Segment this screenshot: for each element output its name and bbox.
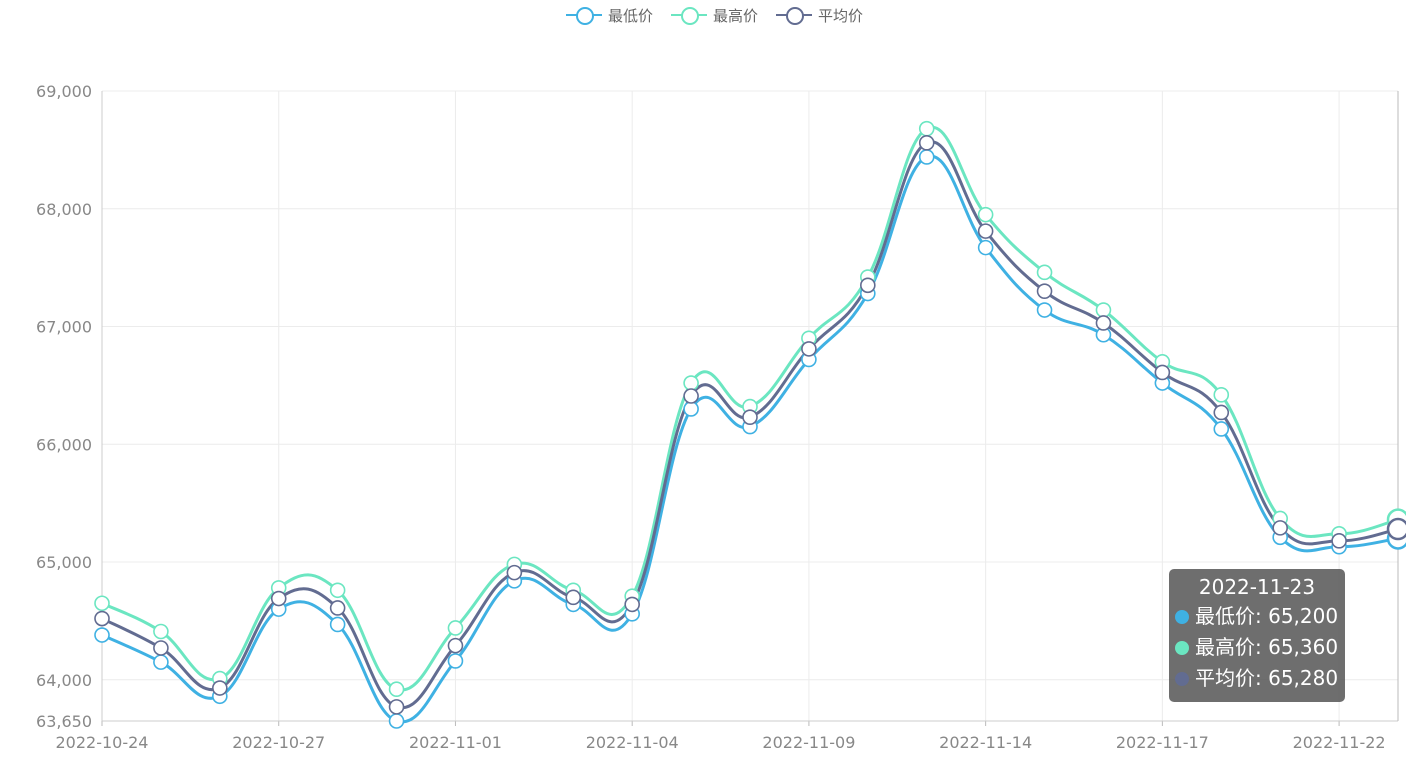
data-point-avg xyxy=(977,223,994,239)
data-point-avg xyxy=(918,135,935,151)
x-tick-label: 2022-11-22 xyxy=(1293,733,1386,752)
data-point-avg xyxy=(683,388,699,404)
data-point-avg xyxy=(1331,533,1347,549)
data-point-min xyxy=(1213,421,1230,437)
data-point-max xyxy=(977,206,994,223)
chart-tooltip: 2022-11-23 最低价: 65,200 最高价: 65,360 平均价: … xyxy=(1169,569,1345,702)
data-point-max xyxy=(1095,302,1112,318)
legend-swatch-min xyxy=(566,4,602,26)
data-point-max xyxy=(1036,264,1053,281)
data-point-min xyxy=(1036,302,1053,318)
tooltip-row-avg: 平均价: 65,280 xyxy=(1169,663,1345,694)
tooltip-value-min: 最低价: 65,200 xyxy=(1195,604,1339,628)
y-tick-label: 69,000 xyxy=(36,82,92,101)
data-point-avg xyxy=(329,600,346,616)
x-tick-label: 2022-11-04 xyxy=(586,733,679,752)
data-point-avg xyxy=(624,596,640,613)
data-point-avg xyxy=(1386,517,1406,541)
data-point-min xyxy=(918,149,935,165)
data-point-avg xyxy=(860,277,876,294)
y-tick-label: 65,000 xyxy=(36,553,92,572)
legend-item-avg[interactable]: 平均价 xyxy=(776,4,863,26)
tooltip-row-min: 最低价: 65,200 xyxy=(1169,601,1345,632)
data-point-max xyxy=(447,620,464,636)
data-point-min xyxy=(388,713,405,729)
data-point-avg xyxy=(388,699,405,715)
tooltip-marker-max xyxy=(1175,640,1189,655)
data-point-min xyxy=(447,653,464,669)
data-point-avg xyxy=(94,610,110,627)
legend-label-avg: 平均价 xyxy=(818,6,864,25)
data-point-max xyxy=(94,595,110,612)
data-point-avg xyxy=(565,589,582,606)
x-tick-label: 2022-11-01 xyxy=(409,733,502,752)
data-point-avg xyxy=(1036,283,1053,299)
legend-swatch-max xyxy=(671,4,708,26)
data-point-avg xyxy=(447,637,464,654)
y-tick-label: 63,650 xyxy=(36,712,92,731)
data-point-max xyxy=(153,623,169,640)
legend-item-max[interactable]: 最高价 xyxy=(671,4,758,26)
data-point-max xyxy=(683,375,699,391)
legend-label-min: 最低价 xyxy=(608,6,654,25)
data-point-avg xyxy=(506,564,523,581)
data-point-min xyxy=(977,239,994,256)
data-point-max xyxy=(388,681,405,698)
tooltip-row-max: 最高价: 65,360 xyxy=(1169,632,1345,663)
legend-swatch-avg xyxy=(776,4,813,26)
data-point-max xyxy=(1213,387,1230,403)
data-point-avg xyxy=(270,590,287,607)
legend-label-max: 最高价 xyxy=(713,6,759,25)
data-point-min xyxy=(683,401,699,417)
y-tick-label: 66,000 xyxy=(36,435,92,454)
data-point-avg xyxy=(212,680,228,696)
x-tick-label: 2022-11-14 xyxy=(939,733,1032,752)
data-point-avg xyxy=(1095,315,1112,331)
data-point-min xyxy=(153,654,169,670)
data-point-avg xyxy=(1154,364,1171,381)
data-point-avg xyxy=(1213,404,1230,421)
y-tick-label: 68,000 xyxy=(36,200,92,219)
x-tick-label: 2022-11-17 xyxy=(1116,733,1209,752)
y-tick-label: 67,000 xyxy=(36,318,92,337)
data-point-max xyxy=(329,582,346,599)
data-point-avg xyxy=(1272,520,1288,536)
y-tick-label: 64,000 xyxy=(36,671,92,690)
data-point-avg xyxy=(153,640,169,656)
tooltip-marker-min xyxy=(1175,609,1189,624)
data-point-min xyxy=(329,616,346,633)
data-point-min xyxy=(94,627,110,643)
data-point-max xyxy=(918,120,935,137)
x-tick-label: 2022-10-24 xyxy=(56,733,149,752)
tooltip-marker-avg xyxy=(1175,671,1189,686)
data-point-avg xyxy=(742,409,758,425)
legend-item-min[interactable]: 最低价 xyxy=(566,4,653,26)
tooltip-title: 2022-11-23 xyxy=(1198,575,1316,599)
chart-legend: 最低价 最高价 平均价 xyxy=(566,4,863,26)
tooltip-value-max: 最高价: 65,360 xyxy=(1195,635,1339,659)
data-point-avg xyxy=(801,341,817,357)
x-tick-label: 2022-11-09 xyxy=(762,733,855,752)
tooltip-value-avg: 平均价: 65,280 xyxy=(1195,666,1339,690)
x-tick-label: 2022-10-27 xyxy=(232,733,325,752)
